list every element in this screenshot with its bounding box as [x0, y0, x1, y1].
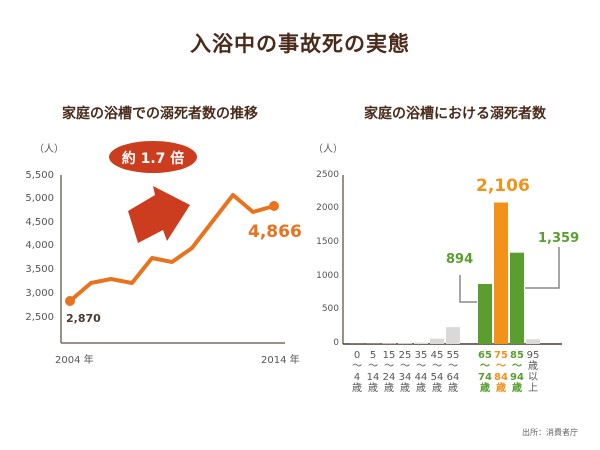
callout-label: 約 1.7 倍 [121, 151, 185, 167]
y-tick: 4,500 [25, 217, 54, 228]
line-series [68, 193, 276, 303]
bar-75-84 [494, 202, 508, 344]
category-label: 45～54歳 [430, 350, 444, 394]
y-tick: 3,000 [25, 288, 54, 299]
bar-25-34 [398, 343, 412, 344]
category-label: 5～14歳 [366, 350, 380, 394]
start-point-marker [65, 296, 75, 306]
category-label: 95歳以上 [526, 350, 540, 394]
y-tick: 1000 [316, 271, 339, 281]
x-start-label: 2004 年 [55, 355, 94, 366]
category-label: 75～84歳 [494, 350, 508, 394]
category-label: 0～4歳 [352, 350, 362, 394]
y-tick: 2,500 [25, 312, 54, 323]
y-tick: 0 [333, 338, 339, 348]
bar-chart-title: 家庭の浴槽における溺死者数 [364, 106, 546, 122]
value-label-85-94: 1,359 [538, 231, 580, 246]
line-chart-title: 家庭の浴槽での溺死者数の推移 [62, 106, 258, 122]
end-value-label: 4,866 [248, 222, 302, 242]
bar-chart-unit: （人） [313, 144, 343, 155]
y-tick: 1500 [316, 237, 339, 247]
category-label: 15～24歳 [382, 350, 396, 394]
trend-arrow-icon [128, 186, 190, 243]
category-label: 35～44歳 [414, 350, 428, 394]
category-label: 55～64歳 [446, 350, 460, 394]
y-tick: 3,500 [25, 264, 54, 275]
bar-45-54 [430, 338, 444, 344]
source-note: 出所：消費者庁 [522, 428, 578, 437]
main-title: 入浴中の事故死の実態 [190, 32, 410, 56]
start-value-label: 2,870 [66, 312, 101, 325]
y-tick: 5,000 [25, 193, 54, 204]
leader-894 [459, 275, 477, 303]
bar-35-44 [414, 342, 428, 344]
category-label: 25～34歳 [398, 350, 412, 394]
value-label-65-74: 894 [446, 252, 474, 267]
bar-55-64 [446, 327, 460, 344]
line-chart-unit: （人） [34, 144, 64, 155]
bar-95-plus [526, 339, 540, 344]
bar-85-94 [510, 252, 524, 344]
category-label: 85～94歳 [510, 350, 524, 394]
bar-65-74 [478, 284, 492, 344]
bar-15-24 [382, 343, 396, 344]
category-label: 65～74歳 [478, 350, 492, 394]
end-point-marker [269, 201, 279, 211]
y-tick: 4,000 [25, 240, 54, 251]
y-tick: 2500 [316, 170, 339, 180]
y-tick: 500 [321, 304, 339, 314]
y-tick: 5,500 [25, 170, 54, 181]
callout-ellipse [109, 141, 197, 173]
x-end-label: 2014 年 [261, 355, 300, 366]
leader-1359 [525, 247, 560, 289]
value-label-75-84: 2,106 [476, 176, 530, 196]
y-tick: 2000 [316, 203, 339, 213]
